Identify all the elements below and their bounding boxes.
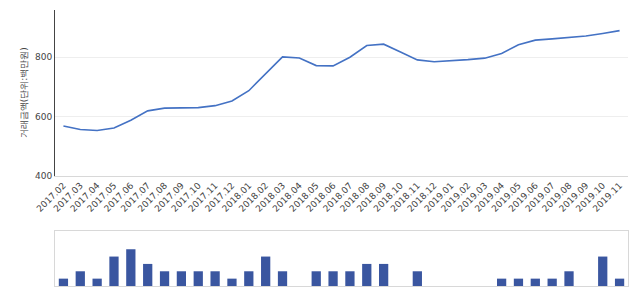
svg-text:2018.10: 2018.10 [372,180,406,214]
svg-text:2017.10: 2017.10 [169,180,203,214]
svg-text:2019.09: 2019.09 [557,180,591,214]
svg-text:2017.02: 2017.02 [35,180,68,213]
svg-text:2018.09: 2018.09 [355,180,389,214]
svg-text:2018.07: 2018.07 [321,180,354,213]
svg-text:2018.02: 2018.02 [237,180,270,213]
svg-text:거래금액(단위:백만원): 거래금액(단위:백만원) [19,47,29,138]
svg-text:2019.08: 2019.08 [540,180,574,214]
svg-text:600: 600 [35,112,52,122]
svg-text:2019.05: 2019.05 [490,180,523,213]
svg-text:2017.12: 2017.12 [203,180,236,213]
svg-text:2019.04: 2019.04 [473,180,507,214]
svg-text:2018.06: 2018.06 [304,180,338,214]
svg-text:2018.08: 2018.08 [338,180,372,214]
svg-text:2018.11: 2018.11 [389,180,422,213]
svg-text:2017.08: 2017.08 [136,180,170,214]
svg-text:800: 800 [35,52,52,62]
svg-text:2018.03: 2018.03 [254,180,287,213]
svg-text:400: 400 [35,171,52,181]
svg-text:2017.07: 2017.07 [119,180,152,213]
svg-text:2017.05: 2017.05 [85,180,118,213]
svg-text:2019.02: 2019.02 [439,180,472,213]
svg-text:2017.11: 2017.11 [186,180,219,213]
svg-text:2019.07: 2019.07 [523,180,556,213]
svg-text:2018.01: 2018.01 [220,180,253,213]
svg-text:2017.09: 2017.09 [153,180,187,214]
svg-text:2019.10: 2019.10 [574,180,608,214]
svg-text:2018.04: 2018.04 [271,180,305,214]
svg-text:2019.01: 2019.01 [422,180,455,213]
svg-text:2018.12: 2018.12 [405,180,438,213]
svg-text:2019.06: 2019.06 [507,180,541,214]
svg-text:2017.04: 2017.04 [68,180,102,214]
svg-text:2019.11: 2019.11 [591,180,624,213]
svg-text:2017.06: 2017.06 [102,180,136,214]
svg-text:2018.05: 2018.05 [287,180,320,213]
svg-text:2017.03: 2017.03 [51,180,84,213]
svg-text:2019.03: 2019.03 [456,180,489,213]
